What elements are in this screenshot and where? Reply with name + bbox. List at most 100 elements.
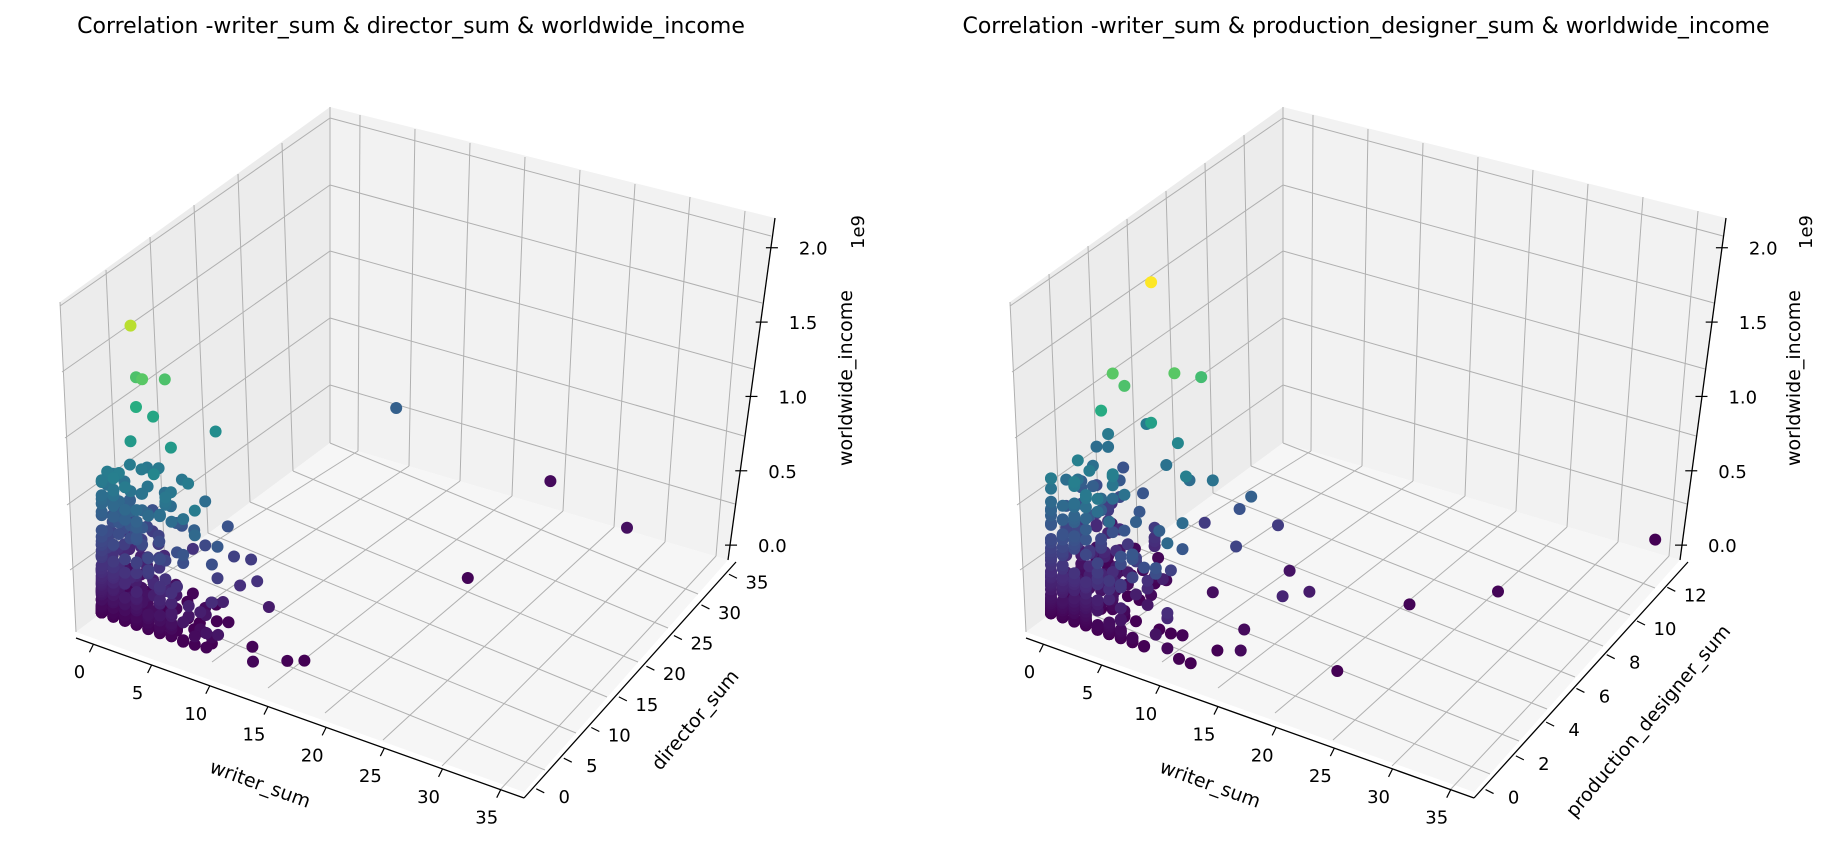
scatter-point [234, 579, 247, 592]
scatter-point [153, 594, 166, 606]
y-tick-label: 8 [1629, 653, 1640, 674]
scatter-point [1103, 583, 1116, 596]
scatter-point [1153, 524, 1166, 537]
scatter-point [1114, 623, 1127, 636]
scatter-point [1160, 459, 1173, 471]
scatter-point [1056, 499, 1069, 512]
scatter-point [107, 472, 120, 485]
scatter-point [1303, 585, 1316, 598]
y-tick-label: 15 [635, 695, 658, 716]
scatter-point [1276, 590, 1289, 603]
scatter-point [1233, 503, 1246, 515]
scatter-point [136, 373, 149, 386]
scatter-point [158, 373, 171, 386]
x-axis-ticks: 0 5 10 15 20 25 30 35 [74, 643, 502, 829]
scatter-point [1106, 526, 1119, 539]
scatter-point [1114, 613, 1127, 626]
x-axis-label: writer_sum [207, 756, 314, 813]
scatter-point [1126, 571, 1139, 584]
z-offset-label: 1e9 [1796, 215, 1817, 249]
x-tick-mark [1446, 789, 1452, 798]
x-tick-label: 5 [1082, 683, 1093, 704]
scatter-point [199, 495, 212, 508]
scatter-point [130, 586, 143, 598]
scatter-point [1126, 548, 1139, 561]
scatter-point [188, 504, 201, 517]
scatter-point [221, 520, 234, 533]
scatter-point [1184, 657, 1197, 670]
scatter-points [1045, 276, 1662, 677]
scatter-point [107, 499, 120, 512]
y-tick-mark [563, 757, 573, 763]
y-tick-mark [1667, 586, 1676, 592]
z-tick-label: 1.5 [1739, 313, 1768, 334]
scatter-point [119, 576, 131, 589]
scatter-point [544, 475, 557, 488]
scatter-point [119, 553, 131, 566]
scatter-point [119, 566, 131, 579]
scatter-point [1056, 559, 1069, 572]
scatter-point [390, 402, 403, 414]
scatter-point [1056, 513, 1069, 526]
x-tick-mark [1213, 706, 1219, 715]
x-axis-ticks: 0 5 10 15 20 25 30 35 [1024, 643, 1452, 829]
y-tick-mark [701, 604, 710, 610]
scatter-point [1234, 644, 1247, 657]
scatter-point [200, 627, 213, 640]
scatter-point [142, 608, 155, 621]
scatter-point [1195, 371, 1208, 384]
x-tick-mark [1271, 727, 1277, 736]
scatter-point [1206, 586, 1219, 599]
scatter-point [1086, 480, 1099, 493]
scatter-point [1176, 629, 1189, 642]
y-tick-label: 5 [586, 756, 597, 777]
y-tick-mark [1606, 654, 1615, 660]
scatter-point [245, 553, 258, 566]
y-tick-mark [1576, 687, 1585, 693]
scatter-point [119, 481, 131, 494]
scatter-point [621, 521, 633, 534]
scatter-point [1103, 574, 1116, 587]
scatter-point [209, 425, 222, 438]
scatter-point [1161, 642, 1174, 655]
x-tick-label: 15 [1193, 725, 1216, 746]
scatter-point [119, 591, 131, 604]
x-axis-label: writer_sum [1157, 756, 1264, 813]
y-tick-label: 25 [690, 634, 713, 655]
scatter-point [95, 524, 108, 537]
z-tick-label: 2.0 [799, 239, 828, 260]
scatter-point [1056, 594, 1069, 607]
scatter-point [1164, 627, 1177, 640]
scatter-point [124, 319, 137, 332]
scatter-point [177, 513, 190, 526]
scatter-point [1068, 510, 1081, 522]
scatter-point [205, 558, 218, 571]
z-tick-label: 2.0 [1749, 239, 1778, 260]
scatter-point [142, 564, 155, 577]
scatter-point [210, 615, 223, 628]
scatter-point [1173, 652, 1185, 665]
scatter-point [251, 575, 264, 588]
scatter-point [1130, 588, 1142, 601]
scatter-point [130, 401, 142, 413]
scatter-point [1121, 538, 1134, 551]
scatter-point [188, 529, 201, 542]
scatter-point [1114, 578, 1127, 591]
scatter-point [1492, 585, 1504, 598]
y-tick-mark [646, 665, 655, 671]
x-tick-label: 30 [417, 787, 440, 808]
y-tick-label: 10 [1654, 619, 1677, 640]
x-tick-mark [438, 768, 444, 778]
scatter-point [199, 539, 212, 552]
scatter-point [246, 640, 259, 653]
z-tick-label: 0.5 [1718, 462, 1747, 483]
scatter-point [1102, 428, 1115, 440]
x-tick-label: 35 [1425, 808, 1448, 829]
scatter-point [124, 435, 137, 448]
z-tick-label: 0.0 [758, 536, 787, 557]
chart-title: Correlation -writer_sum & production_des… [962, 14, 1769, 39]
scatter-point [177, 634, 190, 647]
scatter-point [182, 600, 195, 612]
